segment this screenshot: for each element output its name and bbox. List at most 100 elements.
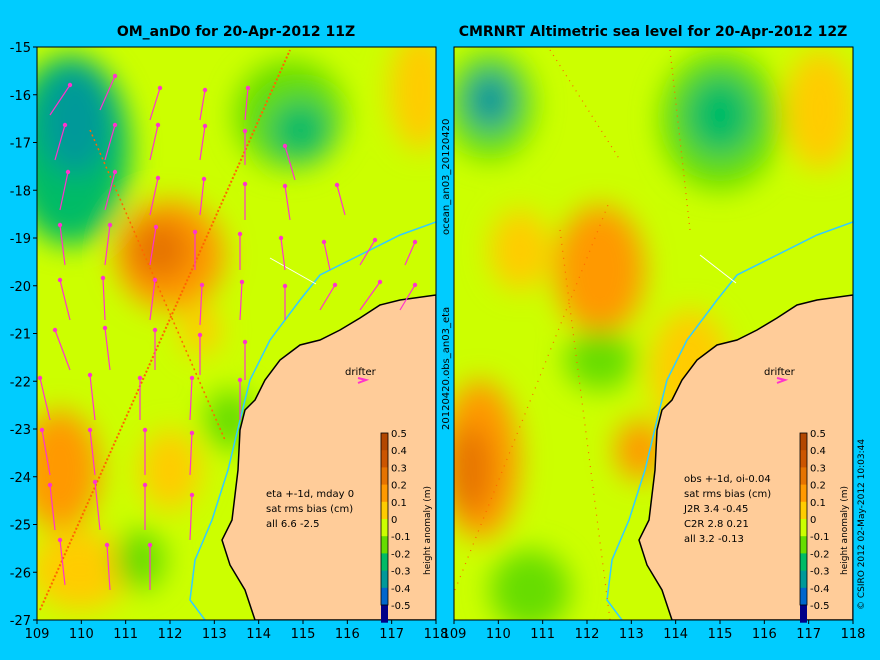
vector-arrow bbox=[104, 327, 111, 371]
left-title: OM_anD0 for 20-Apr-2012 11Z bbox=[117, 24, 355, 40]
colorbar-swatch bbox=[800, 570, 807, 589]
vector-arrow bbox=[54, 329, 71, 371]
right-side-label-2: 20120420.obs_an03_eta bbox=[441, 307, 452, 430]
vector-arrow bbox=[280, 237, 286, 271]
current-vectors bbox=[37, 73, 418, 591]
vector-head bbox=[242, 128, 248, 134]
vector-arrow bbox=[59, 171, 69, 211]
vector-head bbox=[412, 239, 418, 245]
vector-arrow bbox=[104, 224, 111, 266]
vector-head bbox=[242, 339, 248, 345]
vector-arrow bbox=[323, 241, 331, 271]
vector-head bbox=[155, 122, 161, 128]
colorbar-tick-label: 0.4 bbox=[810, 446, 826, 457]
colorbar-tick-label: 0.3 bbox=[810, 463, 826, 474]
colorbar-tick-label: -0.3 bbox=[391, 567, 411, 578]
vector-head bbox=[282, 143, 288, 149]
colorbar-swatch bbox=[381, 484, 388, 503]
colorbar-tick-label: -0.5 bbox=[391, 601, 411, 612]
vector-head bbox=[52, 327, 58, 333]
right-annotation-4: C2R 2.8 0.21 bbox=[684, 519, 749, 530]
colorbar-tick-label: -0.5 bbox=[810, 601, 830, 612]
vector-arrow bbox=[189, 377, 193, 421]
vector-arrow bbox=[89, 429, 96, 476]
y-tick-label: -22 bbox=[10, 375, 31, 390]
y-tick-label: -19 bbox=[10, 232, 31, 247]
y-tick-label: -21 bbox=[10, 328, 31, 343]
vector-head bbox=[112, 73, 118, 79]
vector-arrow bbox=[49, 84, 71, 116]
vector-head bbox=[237, 377, 243, 383]
x-tick-label: 111 bbox=[113, 627, 138, 642]
x-tick-label: 114 bbox=[246, 627, 271, 642]
vector-head bbox=[57, 537, 63, 543]
x-tick-label: 115 bbox=[708, 627, 733, 642]
vector-head bbox=[321, 239, 327, 245]
credit-label: © CSIRO 2012 02-May-2012 10:03:44 bbox=[857, 439, 867, 610]
vector-arrow bbox=[104, 124, 116, 161]
vector-arrow bbox=[199, 125, 206, 161]
colorbar-swatch bbox=[381, 536, 388, 554]
colorbar-tick-label: -0.4 bbox=[391, 584, 411, 595]
right-colorbar: 0.5 0.4 0.3 0.2 0.1 0 -0.1 -0.2 -0.3 -0.4 -0.5 bbox=[799, 429, 830, 623]
vector-arrow bbox=[59, 539, 66, 586]
right-annotation-3: J2R 3.4 -0.45 bbox=[683, 504, 748, 515]
right-annotation-1: obs +-1d, oi-0.04 bbox=[684, 474, 771, 485]
right-drifter-label: drifter bbox=[764, 367, 796, 378]
colorbar-tick-label: 0.3 bbox=[391, 463, 407, 474]
vector-head bbox=[199, 282, 205, 288]
vector-arrow bbox=[89, 374, 96, 421]
x-tick-label: 112 bbox=[575, 627, 600, 642]
vector-arrow bbox=[189, 432, 193, 476]
y-tick-label: -15 bbox=[10, 41, 31, 56]
right-x-ticks: 109 110 111 112 113 114 115 116 117 118 bbox=[442, 620, 865, 642]
colorbar-tick-label: 0 bbox=[391, 515, 397, 526]
left-annotation-1: eta +-1d, mday 0 bbox=[266, 489, 354, 500]
y-tick-label: -20 bbox=[10, 280, 31, 295]
vector-arrow bbox=[199, 284, 203, 326]
colorbar-tick-label: -0.1 bbox=[391, 532, 411, 543]
vector-head bbox=[112, 122, 118, 128]
y-tick-label: -17 bbox=[10, 137, 31, 152]
colorbar-tick-label: 0.2 bbox=[810, 481, 826, 492]
x-tick-label: 110 bbox=[486, 627, 511, 642]
vector-arrow bbox=[404, 241, 416, 266]
colorbar-swatch bbox=[800, 605, 807, 623]
vector-head bbox=[152, 327, 158, 333]
left-colorbar: 0.5 0.4 0.3 0.2 0.1 0 -0.1 -0.2 -0.3 -0.4 -0.5 bbox=[380, 429, 411, 623]
left-drifter-label: drifter bbox=[345, 367, 377, 378]
x-tick-label: 113 bbox=[619, 627, 644, 642]
vector-head bbox=[142, 427, 148, 433]
y-tick-label: -26 bbox=[10, 566, 31, 581]
vector-head bbox=[57, 277, 63, 283]
y-tick-label: -24 bbox=[10, 471, 31, 486]
vector-arrow bbox=[106, 544, 111, 591]
vector-head bbox=[237, 231, 243, 237]
x-tick-label: 113 bbox=[202, 627, 227, 642]
colorbar-swatch bbox=[381, 587, 388, 606]
vector-arrow bbox=[284, 145, 296, 181]
vector-arrow bbox=[94, 481, 101, 531]
vector-head bbox=[147, 542, 153, 548]
vector-arrow bbox=[149, 124, 159, 161]
colorbar-swatch bbox=[800, 467, 807, 486]
x-tick-label: 116 bbox=[335, 627, 360, 642]
vector-arrow bbox=[284, 185, 291, 221]
vector-arrow bbox=[49, 484, 56, 531]
vector-head bbox=[157, 85, 163, 91]
colorbar-swatch bbox=[381, 433, 388, 451]
vector-head bbox=[197, 332, 203, 338]
vector-head bbox=[107, 222, 113, 228]
right-panel: CMRNRT Altimetric sea level for 20-Apr-2… bbox=[441, 24, 865, 642]
colorbar-tick-label: 0.1 bbox=[391, 498, 407, 509]
colorbar-swatch bbox=[800, 450, 807, 468]
left-x-ticks: 109 110 111 112 113 114 115 116 117 118 bbox=[25, 620, 448, 642]
vector-head bbox=[100, 275, 106, 281]
vector-arrow bbox=[54, 124, 66, 161]
vector-head bbox=[242, 181, 248, 187]
colorbar-tick-label: -0.4 bbox=[810, 584, 830, 595]
vector-arrow bbox=[336, 184, 346, 216]
vector-arrow bbox=[359, 239, 376, 266]
vector-arrow bbox=[199, 178, 205, 216]
